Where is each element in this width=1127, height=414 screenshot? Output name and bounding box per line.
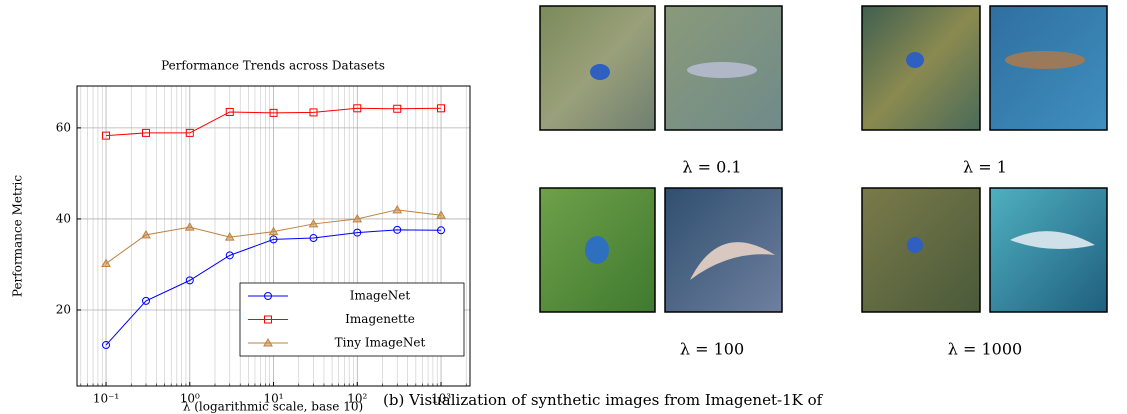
y-axis-label: Performance Metric bbox=[11, 175, 25, 297]
bird bbox=[906, 52, 924, 68]
x-tick-label: 10² bbox=[347, 392, 367, 406]
marker bbox=[102, 260, 110, 267]
figure: λ = 0.1 λ = 1 λ = 100 λ = 1000 (b) Visua… bbox=[0, 0, 1127, 414]
shark bbox=[1005, 51, 1085, 69]
shark bbox=[687, 62, 757, 78]
image-label: λ = 1000 bbox=[948, 340, 1022, 359]
x-tick-label: 10⁻¹ bbox=[93, 392, 119, 406]
y-tick-label: 20 bbox=[56, 302, 71, 316]
y-tick-label: 40 bbox=[56, 211, 71, 225]
bird bbox=[590, 64, 610, 80]
image-label: λ = 100 bbox=[680, 340, 744, 359]
chart-title: Performance Trends across Datasets bbox=[161, 59, 385, 73]
legend-label: Tiny ImageNet bbox=[335, 336, 426, 350]
marker bbox=[393, 206, 401, 213]
x-tick-label: 10¹ bbox=[263, 392, 283, 406]
image-label: λ = 0.1 bbox=[682, 158, 741, 177]
x-tick-label: 10⁰ bbox=[180, 392, 200, 406]
image-grid bbox=[540, 6, 1107, 312]
y-tick-label: 60 bbox=[56, 120, 71, 134]
image-label: λ = 1 bbox=[963, 158, 1007, 177]
image bbox=[990, 188, 1107, 312]
legend-label: Imagenette bbox=[345, 312, 415, 326]
image bbox=[862, 6, 980, 130]
marker bbox=[186, 223, 194, 230]
bird bbox=[585, 236, 609, 264]
x-tick-label: 10³ bbox=[431, 392, 451, 406]
bird bbox=[907, 237, 923, 253]
legend-label: ImageNet bbox=[350, 289, 411, 303]
